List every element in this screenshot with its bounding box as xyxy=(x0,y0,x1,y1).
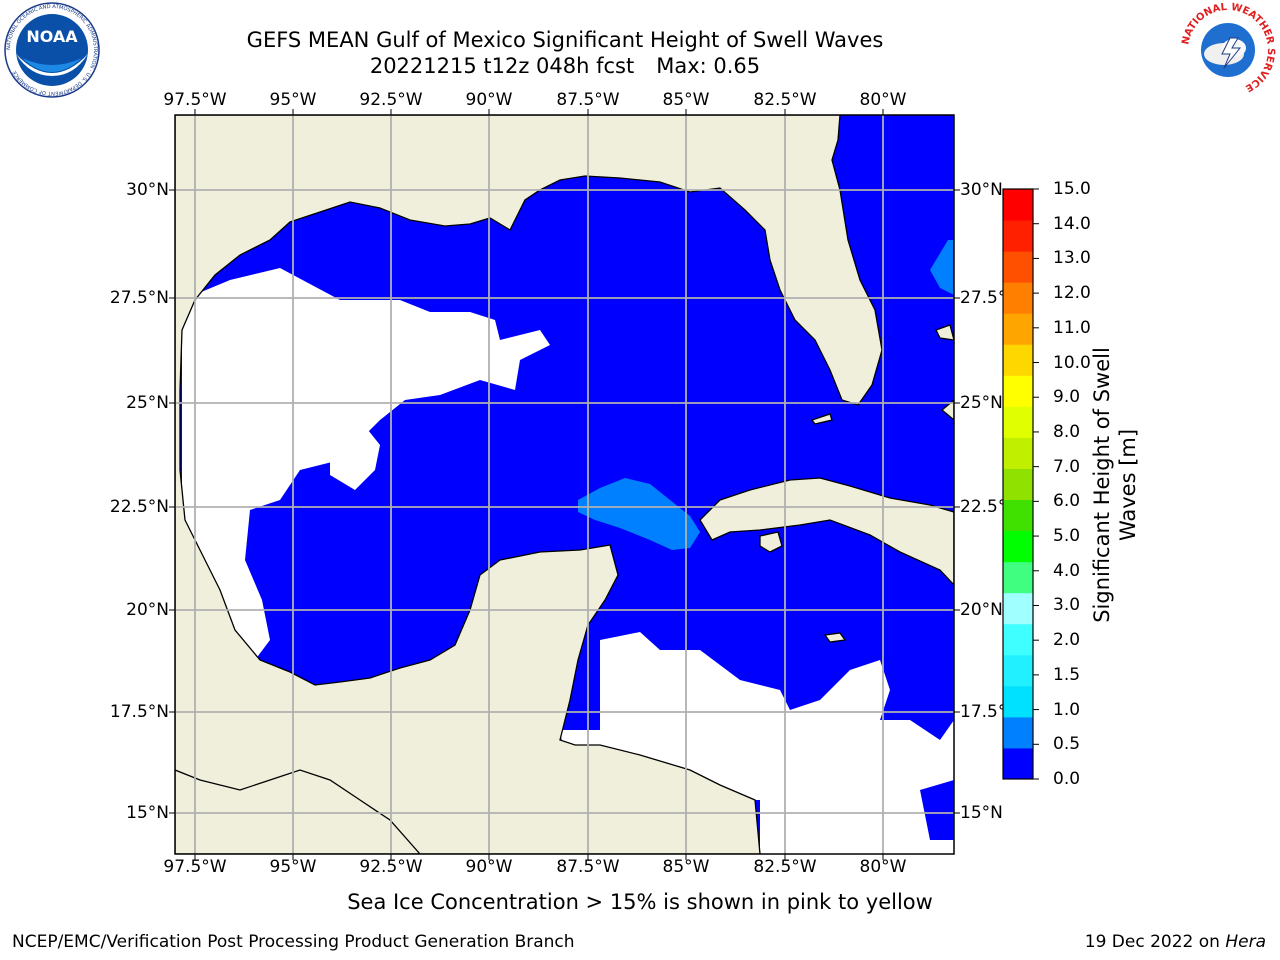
lon-label: 97.5°W xyxy=(163,90,227,110)
colorbar-label: 5.0 xyxy=(1053,526,1081,547)
lat-label: 25°N xyxy=(126,393,169,413)
colorbar-label: 8.0 xyxy=(1053,421,1081,442)
colorbar-band xyxy=(1003,313,1033,345)
colorbar-label: 11.0 xyxy=(1053,317,1091,338)
lon-label: 92.5°W xyxy=(359,90,423,110)
colorbar-band xyxy=(1003,716,1033,749)
lon-label: 80°W xyxy=(859,90,907,110)
lon-label: 95°W xyxy=(269,857,317,877)
colorbar-label: 9.0 xyxy=(1053,387,1081,408)
footer-branch: NCEP/EMC/Verification Post Processing Pr… xyxy=(12,932,575,952)
colorbar-band xyxy=(1003,251,1033,283)
lon-label: 97.5°W xyxy=(163,857,227,877)
colorbar-label: 7.0 xyxy=(1053,456,1081,477)
lon-label: 87.5°W xyxy=(556,90,620,110)
colorbar-label: 2.0 xyxy=(1053,630,1081,651)
colorbar-title-line2: Waves [m] xyxy=(1116,428,1140,542)
noaa-text: NOAA xyxy=(26,27,78,46)
colorbar-band xyxy=(1003,654,1033,687)
lon-label: 80°W xyxy=(859,857,907,877)
lat-label: 17.5°N xyxy=(109,702,169,722)
colorbar-band xyxy=(1003,189,1033,221)
graticule xyxy=(175,115,954,854)
colorbar-label: 3.0 xyxy=(1053,595,1081,616)
lat-label: 27.5°N xyxy=(109,288,169,308)
nws-logo: NATIONAL WEATHER SERVICE xyxy=(1178,2,1278,98)
lat-label: 22.5°N xyxy=(109,497,169,517)
colorbar-label: 1.0 xyxy=(1053,699,1081,720)
footer-date: 19 Dec 2022 on Hera xyxy=(1085,932,1266,952)
lat-label: 30°N xyxy=(126,180,169,200)
lat-label: 20°N xyxy=(126,600,169,620)
colorbar-band xyxy=(1003,282,1033,314)
sea-ice-note: Sea Ice Concentration > 15% is shown in … xyxy=(347,890,933,914)
colorbar-label: 6.0 xyxy=(1053,491,1081,512)
colorbar-label: 10.0 xyxy=(1053,352,1091,373)
footer-host: Hera xyxy=(1225,932,1266,952)
lon-label: 87.5°W xyxy=(556,857,620,877)
lon-label: 95°W xyxy=(269,90,317,110)
colorbar-band xyxy=(1003,344,1033,376)
lon-label: 92.5°W xyxy=(359,857,423,877)
colorbar-band xyxy=(1003,623,1033,656)
lat-label: 20°N xyxy=(960,600,1003,620)
colorbar-label: 12.0 xyxy=(1053,283,1091,304)
colorbar-label: 0.5 xyxy=(1053,734,1081,755)
lon-label: 85°W xyxy=(662,90,710,110)
colorbar xyxy=(1002,188,1039,780)
colorbar-label: 4.0 xyxy=(1053,560,1081,581)
colorbar-title-line1: Significant Height of Swell xyxy=(1090,347,1114,623)
chart-subtitle: 20221215 t12z 048h fcst Max: 0.65 xyxy=(370,54,760,78)
colorbar-title: Significant Height of Swell Waves [m] xyxy=(1089,347,1141,623)
colorbar-band xyxy=(1003,530,1033,563)
run-info: 20221215 t12z 048h fcst xyxy=(369,54,635,78)
max-value: Max: 0.65 xyxy=(656,54,761,78)
chart-title: GEFS MEAN Gulf of Mexico Significant Hei… xyxy=(246,28,884,52)
colorbar-band xyxy=(1003,685,1033,718)
lat-label: 15°N xyxy=(960,803,1003,823)
map-frame xyxy=(174,114,955,855)
land-masses xyxy=(175,115,954,854)
lon-label: 90°W xyxy=(465,857,513,877)
colorbar-band xyxy=(1003,747,1033,780)
lon-label: 90°W xyxy=(465,90,513,110)
colorbar-label: 0.0 xyxy=(1053,769,1081,789)
lat-label: 30°N xyxy=(960,180,1003,200)
footer-date-text: 19 Dec 2022 on xyxy=(1084,932,1226,952)
lon-label: 85°W xyxy=(662,857,710,877)
colorbar-band xyxy=(1003,406,1033,438)
colorbar-label: 15.0 xyxy=(1053,179,1091,199)
colorbar-band xyxy=(1003,220,1033,252)
colorbar-band xyxy=(1003,437,1033,469)
axis-ticks xyxy=(169,109,960,860)
colorbar-band xyxy=(1003,468,1033,501)
colorbar-band xyxy=(1003,499,1033,532)
colorbar-band xyxy=(1003,375,1033,407)
colorbar-label: 14.0 xyxy=(1053,213,1091,234)
noaa-logo: NOAA NATIONAL OCEANIC AND ATMOSPHERIC AD… xyxy=(4,2,100,98)
colorbar-label: 13.0 xyxy=(1053,248,1091,269)
colorbar-band xyxy=(1003,561,1033,594)
lat-label: 15°N xyxy=(126,803,169,823)
lon-label: 82.5°W xyxy=(753,857,817,877)
colorbar-label: 1.5 xyxy=(1053,664,1081,685)
lat-label: 25°N xyxy=(960,393,1003,413)
colorbar-band xyxy=(1003,592,1033,625)
lon-label: 82.5°W xyxy=(753,90,817,110)
